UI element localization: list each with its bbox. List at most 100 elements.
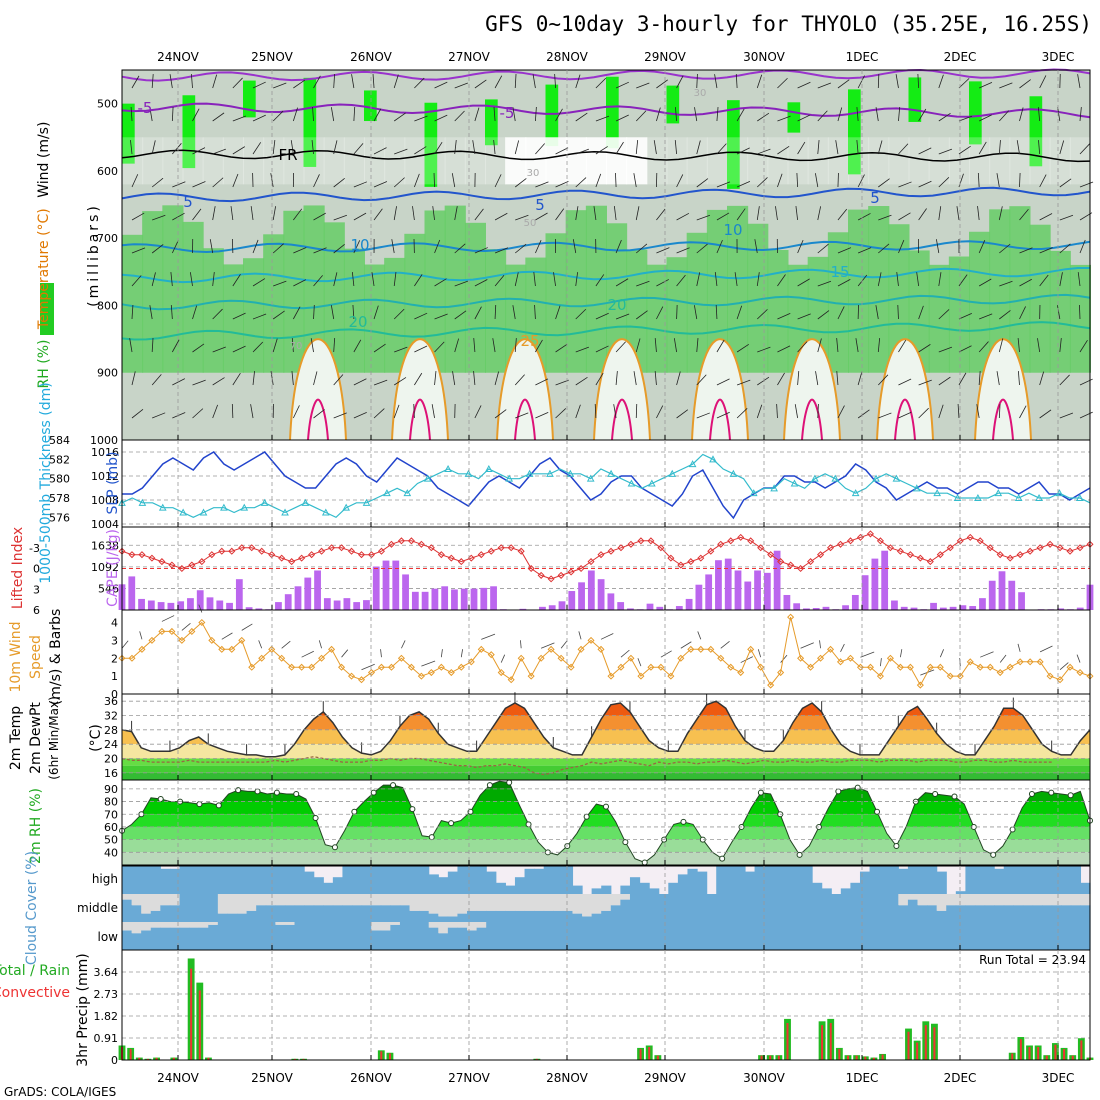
cloud-middle-bar xyxy=(812,894,823,922)
wind-barb xyxy=(555,343,568,353)
temp-ytick: 32 xyxy=(104,710,118,723)
thickness-marker xyxy=(423,474,432,482)
cloud-low-bar xyxy=(323,922,334,950)
rh-marker xyxy=(351,808,358,815)
rh2m-ytick: 50 xyxy=(104,834,118,847)
rh-marker xyxy=(448,820,455,827)
bottom-date-label: 25NOV xyxy=(251,1071,293,1085)
wind-speed-marker xyxy=(667,672,675,680)
precip-axis-label: 3hr Precip (mm) xyxy=(75,953,91,1066)
li-marker xyxy=(387,540,395,548)
cloud-middle-bar xyxy=(735,894,746,922)
wind-barb xyxy=(795,206,799,221)
surface-wind-barb xyxy=(380,649,382,658)
wind-barb xyxy=(212,206,216,221)
wind-barb xyxy=(817,140,820,155)
wind-barb xyxy=(131,409,144,419)
surface-wind-barb xyxy=(520,640,522,649)
wind-barb xyxy=(353,412,367,419)
cape-bar xyxy=(402,574,409,610)
cloud-high-bar xyxy=(543,866,554,894)
wind-barb xyxy=(837,279,851,287)
surface-wind-barb xyxy=(800,642,814,649)
wind-barb xyxy=(474,279,488,287)
cape-bar xyxy=(705,574,713,610)
cloud-middle-bar xyxy=(189,894,200,922)
wind-barb xyxy=(796,172,799,188)
cape-bar xyxy=(587,570,595,610)
surface-wind-barb xyxy=(460,649,463,658)
cloud-high-bar xyxy=(495,882,506,894)
top-date-label: 27NOV xyxy=(448,50,490,64)
cape-bar xyxy=(715,560,722,610)
li-marker xyxy=(577,564,585,573)
rh-band-dry xyxy=(303,137,325,185)
li-marker xyxy=(986,544,994,552)
wind-barb xyxy=(353,181,368,188)
li-marker xyxy=(547,575,555,583)
wind-speed-marker xyxy=(717,654,725,662)
warm-bubble-contour xyxy=(496,338,554,441)
wind-barb xyxy=(615,278,629,287)
surface-wind-barb xyxy=(440,649,443,658)
wind-speed-marker xyxy=(338,663,346,671)
wind-barb xyxy=(212,346,226,353)
wind-barb xyxy=(979,313,993,320)
lifted-index-ytick: -3 xyxy=(29,542,40,555)
wind-barb xyxy=(958,274,968,287)
wind-barb xyxy=(414,345,428,353)
surface-wind-barb xyxy=(481,633,496,640)
thickness-marker xyxy=(974,493,982,501)
surface-wind-barb xyxy=(341,649,349,658)
wind-barb xyxy=(313,174,320,188)
wind-barb xyxy=(535,240,542,254)
cape-bar xyxy=(157,602,165,610)
surface-wind-barb xyxy=(637,658,642,667)
wind-speed-marker xyxy=(198,618,206,627)
wind-barb xyxy=(635,140,639,155)
wind-barb xyxy=(1017,371,1020,386)
cloud-low-bar xyxy=(275,924,286,950)
precip-ytick: 0 xyxy=(111,1054,118,1067)
wind-speed-marker xyxy=(168,627,176,635)
wind-barb xyxy=(313,371,318,386)
wind-barb xyxy=(272,140,276,155)
wind-barb xyxy=(393,377,407,386)
cloud-low-bar xyxy=(284,924,296,950)
wind-barb xyxy=(898,239,905,254)
wind-speed-marker xyxy=(966,658,974,666)
surface-wind-barb xyxy=(620,649,630,658)
cape-bar xyxy=(724,558,732,610)
wind-barb xyxy=(171,339,180,353)
cloud-middle-bar xyxy=(907,899,919,922)
wind-barb xyxy=(878,412,892,419)
rh-marker xyxy=(796,851,803,858)
cape-bar xyxy=(441,586,449,610)
cloud-middle-bar xyxy=(706,894,717,922)
wind-barb xyxy=(938,376,951,386)
wind-speed-ytick: 3 xyxy=(111,634,118,647)
li-marker xyxy=(128,551,136,559)
wind-barb xyxy=(654,371,657,386)
rh-band-high xyxy=(666,85,680,124)
rh-band-mid xyxy=(767,250,789,373)
thickness-marker xyxy=(138,498,147,506)
wind-barb xyxy=(414,274,423,287)
wind-barb xyxy=(978,278,992,287)
wind-barb xyxy=(633,371,637,386)
wind-speed-marker xyxy=(687,645,695,653)
wind-barb xyxy=(715,304,718,320)
rh-band-dry xyxy=(122,137,144,185)
cloud-middle-bar xyxy=(342,905,353,922)
cloud-high-bar xyxy=(1080,882,1091,894)
wind-barb xyxy=(837,79,850,89)
cloud-middle-bar xyxy=(984,905,995,922)
cape-bar xyxy=(255,608,263,610)
wind-barb xyxy=(512,305,516,320)
wind-barb xyxy=(1038,140,1041,155)
li-marker xyxy=(507,544,515,552)
wind-barb xyxy=(1079,411,1093,419)
rh-marker xyxy=(854,784,861,791)
bottom-date-label: 24NOV xyxy=(157,1071,199,1085)
